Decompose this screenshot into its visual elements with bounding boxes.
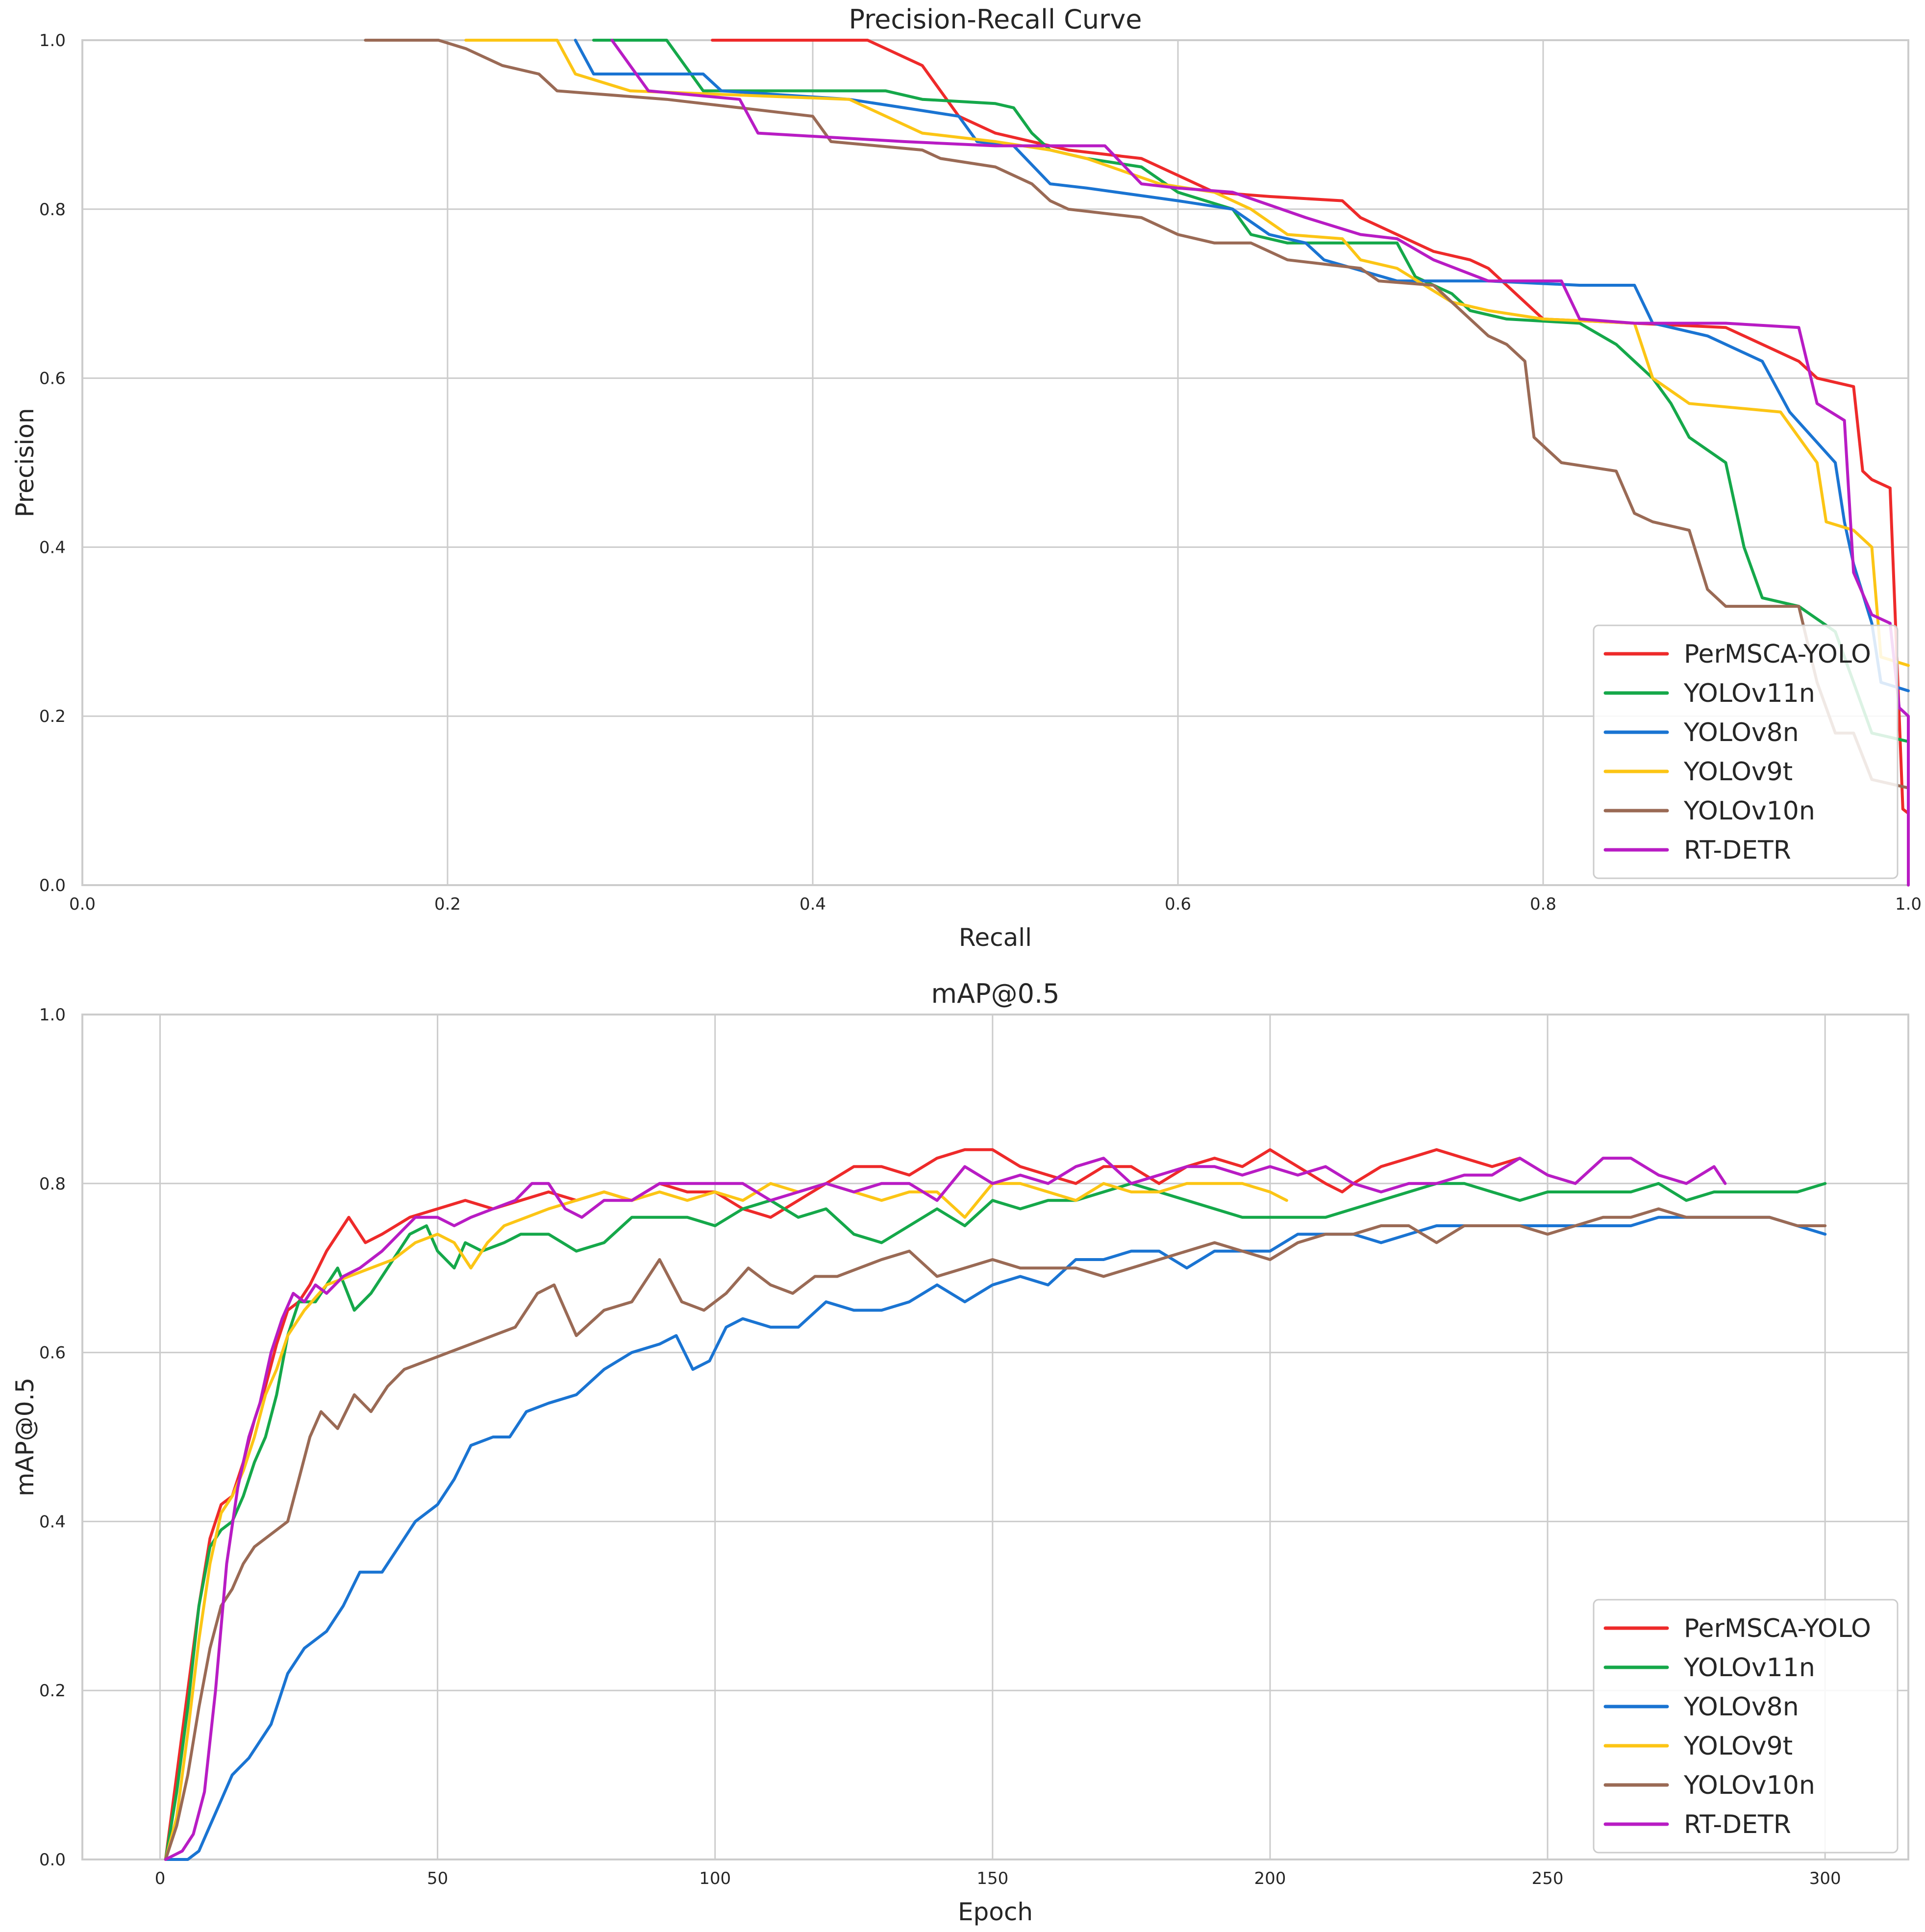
map-chart-title: mAP@0.5 [931,978,1060,1009]
map-legend-label: YOLOv10n [1683,1771,1815,1800]
pr-x-tick-label: 0.0 [69,894,96,914]
map-series-line-rt-detr [164,1157,1727,1861]
pr-x-tick-label: 0.8 [1530,894,1556,914]
map-y-tick-label: 0.8 [39,1174,66,1194]
map-legend-label: YOLOv8n [1683,1692,1799,1722]
map-legend-box [1593,1599,1899,1854]
map-legend-label: YOLOv11n [1683,1653,1815,1683]
pr-tick-labels: 0.0 0.2 0.4 0.6 0.8 1.0 0.0 0.2 0.4 0.6 0.8 1.0 [39,31,1922,914]
map-x-tick-label: 150 [976,1869,1008,1888]
pr-x-tick-label: 0.4 [800,894,826,914]
pr-legend-label: YOLOv8n [1683,718,1799,747]
precision-recall-chart: 0.0 0.2 0.4 0.6 0.8 1.0 0.0 0.2 0.4 0.6 0.8 1.0 Pre… [11,4,1922,952]
map-legend-label: RT-DETR [1684,1810,1791,1839]
map-y-tick-label: 0.6 [39,1343,66,1363]
pr-series-line-yolov11n [592,39,1910,743]
map-series-line-permsca-yolo [164,1148,1522,1861]
map-legend-label: YOLOv9t [1683,1732,1793,1761]
pr-y-tick-label: 1.0 [39,31,66,50]
pr-series-group [364,39,1910,887]
pr-x-axis-label: Recall [959,923,1032,952]
map-y-tick-label: 1.0 [39,1005,66,1025]
map-x-tick-label: 300 [1809,1869,1841,1888]
pr-y-tick-label: 0.2 [39,707,66,726]
pr-legend-label: YOLOv10n [1683,796,1815,826]
pr-chart-title: Precision-Recall Curve [849,4,1142,35]
pr-legend-label: YOLOv9t [1683,757,1793,787]
pr-plot-frame [81,39,1909,886]
pr-series-line-yolov9t [464,39,1910,667]
pr-series-line-rt-detr [610,39,1910,887]
pr-legend: PerMSCA-YOLO YOLOv11n YOLOv8n YOLOv9t YOLOv1… [1593,624,1899,879]
pr-y-tick-label: 0.0 [39,876,66,895]
map-y-tick-label: 0.2 [39,1681,66,1701]
pr-y-tick-label: 0.6 [39,369,66,389]
map-legend: PerMSCA-YOLO YOLOv11n YOLOv8n YOLOv9t YOLOv1… [1593,1599,1899,1854]
pr-x-tick-label: 0.2 [434,894,461,914]
pr-x-tick-label: 1.0 [1895,894,1922,914]
pr-y-tick-label: 0.8 [39,200,66,220]
map-x-tick-label: 50 [427,1869,448,1888]
map-x-tick-label: 100 [699,1869,731,1888]
map-y-axis-label: mAP@0.5 [11,1378,39,1497]
map-y-tick-label: 0.4 [39,1512,66,1532]
map-series-line-yolov10n [164,1207,1827,1861]
pr-series-line-yolov8n [574,39,1910,693]
map-tick-labels: 0 50 100 150 200 250 300 0.0 0.2 0.4 0.6 0.8 1.0 [39,1005,1841,1888]
pr-x-tick-label: 0.6 [1165,894,1191,914]
map-x-tick-label: 200 [1254,1869,1286,1888]
pr-legend-label: PerMSCA-YOLO [1684,640,1871,669]
pr-y-axis-label: Precision [11,408,39,517]
map-series-line-yolov9t [164,1182,1288,1861]
pr-series-line-yolov10n [364,39,1910,790]
map-series-line-yolov11n [164,1182,1827,1861]
map-x-axis-label: Epoch [958,1898,1033,1926]
map-x-tick-label: 250 [1532,1869,1564,1888]
map-plot-frame [81,1014,1909,1860]
pr-legend-label: RT-DETR [1684,836,1791,865]
pr-series-line-permsca-yolo [711,39,1910,815]
map-series-group [164,1148,1827,1861]
pr-y-tick-label: 0.4 [39,538,66,557]
map-y-tick-label: 0.0 [39,1850,66,1870]
map-legend-label: PerMSCA-YOLO [1684,1614,1871,1643]
map-x-tick-label: 0 [155,1869,166,1888]
pr-legend-label: YOLOv11n [1683,679,1815,708]
pr-legend-box [1593,624,1899,879]
map-chart: 0 50 100 150 200 250 300 0.0 0.2 0.4 0.6 0.8 1.0 mAP… [11,978,1909,1926]
